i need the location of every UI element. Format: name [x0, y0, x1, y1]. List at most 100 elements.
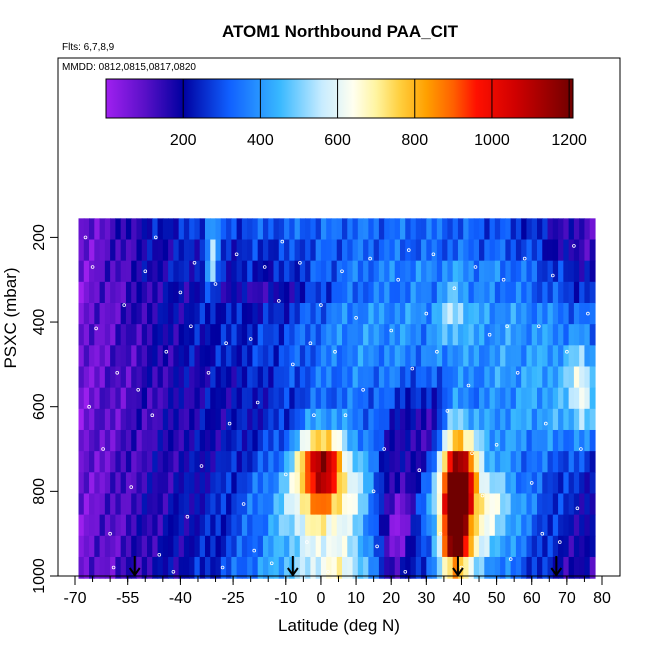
heatmap-cell	[278, 493, 285, 516]
heatmap-cell	[331, 535, 338, 558]
heatmap-cell	[584, 535, 591, 558]
heatmap-cell	[336, 408, 343, 431]
heatmap-cell	[204, 324, 211, 346]
heatmap-cell	[326, 451, 333, 473]
heatmap-cell	[226, 493, 232, 516]
heatmap-cell	[220, 218, 227, 241]
heatmap-cell	[215, 260, 222, 283]
heatmap-cell	[552, 345, 559, 368]
heatmap-cell	[373, 345, 380, 368]
heatmap-cell	[183, 556, 190, 579]
heatmap-cell	[452, 556, 459, 579]
heatmap-cell	[526, 451, 533, 473]
heatmap-cell	[457, 429, 464, 452]
heatmap-cell	[141, 408, 148, 431]
sample-point	[290, 362, 295, 367]
heatmap-cell	[389, 281, 396, 304]
heatmap-cell	[431, 556, 438, 579]
sample-point	[572, 244, 576, 248]
heatmap-cell	[447, 514, 454, 537]
heatmap-cell	[204, 345, 211, 368]
heatmap-cell	[568, 514, 575, 537]
heatmap-cell	[257, 387, 264, 410]
heatmap-cell	[421, 324, 427, 346]
heatmap-cell	[94, 429, 101, 452]
heatmap-cell	[120, 324, 127, 346]
heatmap-cell	[415, 303, 422, 325]
x-tick-label: 40	[453, 590, 471, 607]
heatmap-cell	[589, 303, 596, 325]
heatmap-cell	[589, 324, 596, 346]
heatmap-cell	[294, 218, 301, 241]
heatmap-cell	[183, 535, 190, 558]
sample-point	[94, 326, 98, 331]
heatmap-cell	[162, 366, 169, 389]
heatmap-cell	[547, 345, 554, 368]
heatmap-cell	[173, 218, 180, 241]
heatmap-cell	[94, 472, 101, 495]
heatmap-cell	[394, 366, 401, 389]
heatmap-cell	[473, 535, 480, 558]
heatmap-cell	[526, 408, 533, 431]
heatmap-cell	[442, 218, 449, 241]
y-axis-label: PSXC (mbar)	[1, 267, 20, 368]
heatmap-cell	[537, 451, 543, 473]
heatmap-cell	[421, 239, 427, 262]
heatmap-cell	[141, 514, 148, 537]
heatmap-cell	[373, 493, 380, 516]
heatmap-cell	[104, 429, 111, 452]
heatmap-cell	[531, 408, 538, 431]
heatmap-cell	[479, 260, 485, 283]
heatmap-cell	[363, 366, 369, 389]
heatmap-cell	[278, 472, 285, 495]
heatmap-cell	[342, 218, 348, 241]
heatmap-cell	[537, 556, 543, 579]
heatmap-cell	[463, 281, 470, 304]
heatmap-cell	[368, 472, 375, 495]
heatmap-cell	[157, 556, 164, 579]
heatmap-cell	[157, 408, 164, 431]
heatmap-cell	[373, 303, 380, 325]
heatmap-cell	[510, 429, 517, 452]
heatmap-cell	[310, 387, 317, 410]
heatmap-cell	[331, 303, 338, 325]
heatmap-cell	[463, 218, 470, 241]
heatmap-cell	[210, 281, 217, 304]
heatmap-cell	[436, 408, 443, 431]
heatmap-cell	[421, 345, 427, 368]
heatmap-cell	[199, 535, 206, 558]
heatmap-cell	[326, 493, 333, 516]
heatmap-cell	[431, 408, 438, 431]
heatmap-cell	[531, 514, 538, 537]
heatmap-cell	[157, 387, 164, 410]
heatmap-cell	[415, 345, 422, 368]
heatmap-cell	[131, 260, 138, 283]
heatmap-cell	[199, 556, 206, 579]
heatmap-cell	[405, 387, 412, 410]
heatmap-cell	[531, 281, 538, 304]
heatmap-cell	[384, 366, 391, 389]
heatmap-cell	[410, 387, 417, 410]
heatmap-cell	[447, 218, 454, 241]
colorbar-tick-label: 200	[170, 132, 197, 149]
heatmap-cell	[278, 535, 285, 558]
heatmap-cell	[352, 366, 359, 389]
sample-point	[280, 239, 285, 244]
heatmap-cell	[194, 493, 201, 516]
heatmap-cell	[252, 303, 259, 325]
heatmap-cell	[289, 345, 296, 368]
heatmap-cell	[89, 535, 95, 558]
heatmap-cell	[115, 324, 122, 346]
heatmap-cell	[547, 218, 554, 241]
heatmap-cell	[331, 366, 338, 389]
heatmap-cell	[431, 472, 438, 495]
heatmap-cell	[104, 366, 111, 389]
heatmap-cell	[299, 218, 306, 241]
heatmap-cell	[99, 472, 106, 495]
x-axis: -70 -55 -40 -25 -10 0 10 20 30 40 50 60 70 80	[63, 576, 611, 607]
heatmap-cell	[231, 281, 238, 304]
heatmap-cell	[178, 218, 185, 241]
heatmap-cell	[426, 493, 433, 516]
heatmap-cell	[568, 239, 575, 262]
heatmap-cell	[563, 218, 570, 241]
